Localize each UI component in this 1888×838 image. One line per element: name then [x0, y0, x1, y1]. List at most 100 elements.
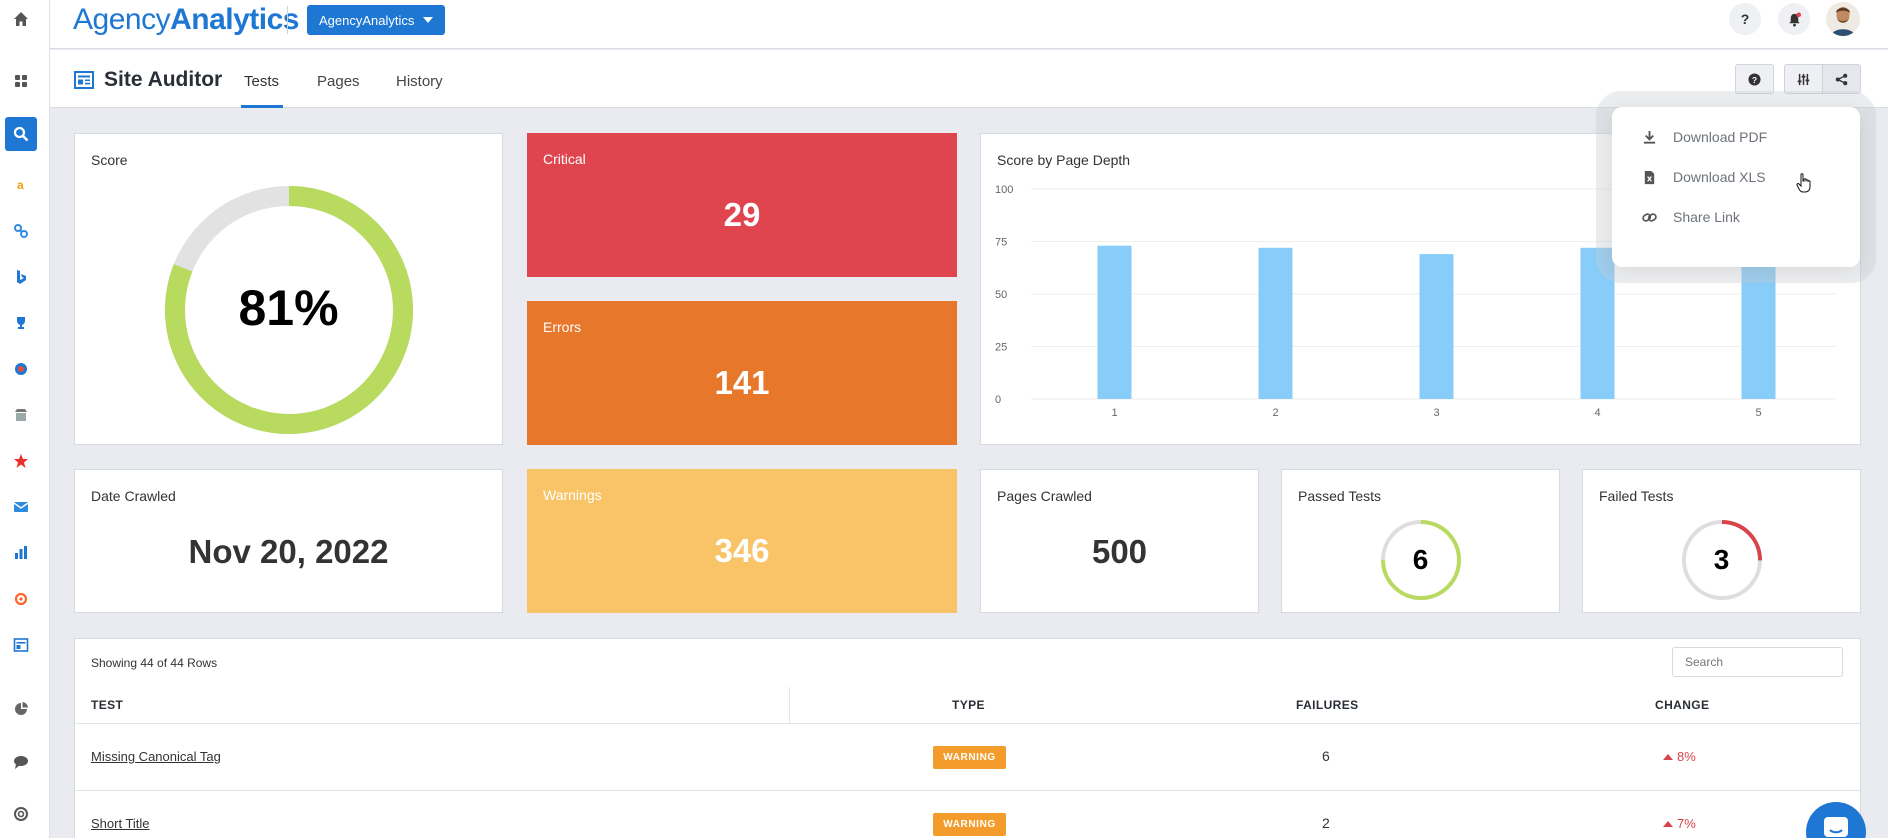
test-name-link[interactable]: Short Title — [91, 816, 150, 831]
active-tab-indicator — [241, 105, 283, 108]
sliders-icon — [1797, 73, 1810, 85]
tab-history[interactable]: History — [396, 73, 443, 90]
failed-tests-card: Failed Tests 3 — [1582, 469, 1861, 613]
download-pdf-item[interactable]: Download PDF — [1642, 129, 1767, 145]
search-icon[interactable] — [5, 117, 37, 151]
integration-icon[interactable] — [5, 352, 37, 386]
chart-title: Score by Page Depth — [997, 152, 1131, 168]
y-tick-label: 25 — [995, 342, 1007, 354]
critical-card[interactable]: Critical 29 — [527, 133, 957, 277]
critical-value: 29 — [723, 196, 761, 233]
agency-selector-label: AgencyAnalytics — [319, 12, 415, 28]
failures-value: 6 — [1322, 748, 1330, 764]
help-tool-button[interactable]: ? — [1735, 64, 1774, 94]
customize-button[interactable] — [1784, 64, 1823, 94]
page-header: Site Auditor Tests Pages History ? — [50, 50, 1888, 108]
download-xls-item[interactable]: Download XLS — [1642, 169, 1766, 185]
change-value: 8% — [1663, 749, 1696, 764]
semrush-icon[interactable] — [5, 582, 37, 616]
help-icon: ? — [1740, 11, 1750, 27]
column-divider — [789, 687, 790, 723]
share-button[interactable] — [1822, 64, 1861, 94]
share-icon — [1835, 73, 1848, 85]
support-icon[interactable] — [5, 797, 37, 831]
agencyanalytics-logo[interactable]: AgencyAnalytics — [73, 3, 299, 36]
y-tick-label: 100 — [995, 184, 1013, 196]
y-tick-label: 75 — [995, 237, 1007, 249]
trophy-icon[interactable] — [5, 306, 37, 340]
user-avatar[interactable] — [1826, 2, 1860, 36]
x-tick-label: 4 — [1594, 407, 1600, 419]
home-icon[interactable] — [5, 2, 37, 36]
header-type[interactable]: TYPE — [952, 698, 985, 712]
email-report-icon[interactable] — [5, 490, 37, 524]
table-divider — [75, 790, 1860, 791]
test-name-link[interactable]: Missing Canonical Tag — [91, 749, 221, 764]
pages-crawled-value: 500 — [1091, 533, 1148, 570]
tab-tests[interactable]: Tests — [244, 73, 280, 90]
site-auditor-icon[interactable] — [5, 628, 37, 662]
passed-tests-card: Passed Tests 6 — [1281, 469, 1560, 613]
date-crawled-label: Date Crawled — [91, 488, 176, 504]
rows-info: Showing 44 of 44 Rows — [91, 656, 218, 670]
bar-depth-4[interactable] — [1580, 247, 1615, 399]
header-change[interactable]: CHANGE — [1655, 698, 1710, 712]
dashboard-grid-icon[interactable] — [5, 64, 37, 98]
score-label: Score — [91, 152, 128, 168]
header-test[interactable]: TEST — [91, 698, 124, 712]
chat-bubble-icon[interactable] — [5, 745, 37, 779]
notifications-button[interactable] — [1778, 3, 1810, 35]
pages-crawled-label: Pages Crawled — [997, 488, 1092, 504]
arrow-up-icon — [1663, 753, 1673, 760]
site-auditor-icon — [74, 71, 94, 89]
share-link-item[interactable]: Share Link — [1642, 209, 1740, 225]
store-icon[interactable] — [5, 398, 37, 432]
backlinks-icon[interactable] — [5, 214, 37, 248]
download-pdf-label: Download PDF — [1673, 129, 1768, 145]
help-button[interactable]: ? — [1729, 3, 1761, 35]
x-tick-label: 2 — [1272, 407, 1278, 419]
failures-value: 2 — [1322, 815, 1330, 831]
type-badge: WARNING — [933, 746, 1006, 769]
download-xls-label: Download XLS — [1673, 169, 1766, 185]
xls-file-icon — [1644, 170, 1655, 184]
warnings-label: Warnings — [543, 487, 602, 503]
date-crawled-card: Date Crawled Nov 20, 2022 — [74, 469, 503, 613]
pie-chart-icon[interactable] — [5, 692, 37, 726]
type-badge: WARNING — [933, 813, 1006, 836]
share-dropdown-menu: Download PDF Download XLS Share Link — [1612, 107, 1860, 267]
bar-depth-1[interactable] — [1097, 245, 1132, 399]
tab-pages[interactable]: Pages — [317, 73, 360, 90]
share-link-label: Share Link — [1673, 209, 1740, 225]
svg-text:?: ? — [1752, 74, 1757, 84]
y-tick-label: 50 — [995, 289, 1007, 301]
failed-tests-value: 3 — [1713, 544, 1730, 575]
question-circle-icon: ? — [1748, 72, 1761, 86]
bar-depth-2[interactable] — [1258, 247, 1293, 399]
search-input[interactable] — [1672, 647, 1843, 677]
download-icon — [1643, 130, 1656, 144]
hand-cursor-icon — [1796, 173, 1811, 193]
failed-tests-label: Failed Tests — [1599, 488, 1674, 504]
score-value: 81% — [238, 280, 339, 336]
bar-depth-5[interactable] — [1741, 243, 1776, 399]
star-icon[interactable] — [5, 444, 37, 478]
amazon-icon[interactable]: a — [5, 168, 37, 202]
header-failures[interactable]: FAILURES — [1296, 698, 1359, 712]
critical-label: Critical — [543, 151, 586, 167]
bar-depth-3[interactable] — [1419, 254, 1454, 399]
arrow-up-icon — [1663, 820, 1673, 827]
change-percent: 7% — [1677, 816, 1696, 831]
warnings-card[interactable]: Warnings 346 — [527, 469, 957, 613]
passed-tests-value: 6 — [1412, 544, 1429, 575]
score-donut — [165, 186, 413, 434]
errors-label: Errors — [543, 319, 582, 335]
errors-card[interactable]: Errors 141 — [527, 301, 957, 445]
change-value: 7% — [1663, 816, 1696, 831]
bing-icon[interactable] — [5, 260, 37, 294]
score-card: Score 81% — [74, 133, 503, 445]
agency-selector-button[interactable]: AgencyAnalytics — [307, 5, 446, 35]
bar-chart-icon[interactable] — [5, 536, 37, 570]
errors-value: 141 — [714, 364, 770, 401]
header-divider — [287, 6, 288, 34]
